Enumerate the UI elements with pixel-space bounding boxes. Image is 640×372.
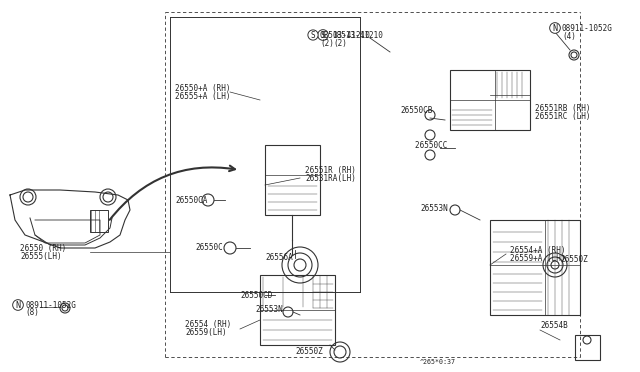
Text: 26551R (RH): 26551R (RH) <box>305 166 356 174</box>
Text: 08911-1052G: 08911-1052G <box>562 23 613 32</box>
Text: 26556A: 26556A <box>265 253 292 263</box>
Text: 26550CB: 26550CB <box>400 106 433 115</box>
Text: 26550C: 26550C <box>195 244 223 253</box>
Bar <box>260 275 335 345</box>
Text: 26551RC (LH): 26551RC (LH) <box>535 112 591 121</box>
Text: 26554+A (RH): 26554+A (RH) <box>510 246 566 254</box>
Text: 26559(LH): 26559(LH) <box>185 328 227 337</box>
Text: S: S <box>321 31 326 39</box>
Text: 08911-1052G: 08911-1052G <box>25 301 76 310</box>
Text: 26550+A (RH): 26550+A (RH) <box>175 83 230 93</box>
Text: 26550CD: 26550CD <box>240 291 273 299</box>
Bar <box>490 220 580 315</box>
Text: 26554B: 26554B <box>540 321 568 330</box>
Text: 08513-41210: 08513-41210 <box>333 31 384 39</box>
Text: (8): (8) <box>25 308 39 317</box>
Text: 26553N: 26553N <box>255 305 283 314</box>
Text: (2): (2) <box>320 38 334 48</box>
Text: (2): (2) <box>333 38 347 48</box>
Text: 26555+A (LH): 26555+A (LH) <box>175 92 230 100</box>
Text: 26554 (RH): 26554 (RH) <box>185 321 231 330</box>
Text: 26531RA(LH): 26531RA(LH) <box>305 173 356 183</box>
Bar <box>575 335 600 360</box>
Bar <box>90 210 108 232</box>
Bar <box>265 145 320 215</box>
Text: 26555(LH): 26555(LH) <box>20 251 61 260</box>
Text: N: N <box>552 23 557 32</box>
Text: 26550Z: 26550Z <box>560 256 588 264</box>
Text: 26550CA: 26550CA <box>175 196 207 205</box>
Text: N: N <box>15 301 20 310</box>
Text: 26559+A (LH): 26559+A (LH) <box>510 253 566 263</box>
Text: (4): (4) <box>562 32 576 41</box>
Text: 26550CC: 26550CC <box>415 141 456 150</box>
Text: 26550 (RH): 26550 (RH) <box>20 244 67 253</box>
Text: 08513-41210: 08513-41210 <box>320 31 371 39</box>
Text: 26550Z: 26550Z <box>295 347 323 356</box>
Text: ^265*0:37: ^265*0:37 <box>420 359 456 365</box>
Text: 26551RB (RH): 26551RB (RH) <box>535 103 591 112</box>
Text: S: S <box>310 31 316 39</box>
Text: 26553N: 26553N <box>420 203 448 212</box>
Bar <box>450 70 530 130</box>
